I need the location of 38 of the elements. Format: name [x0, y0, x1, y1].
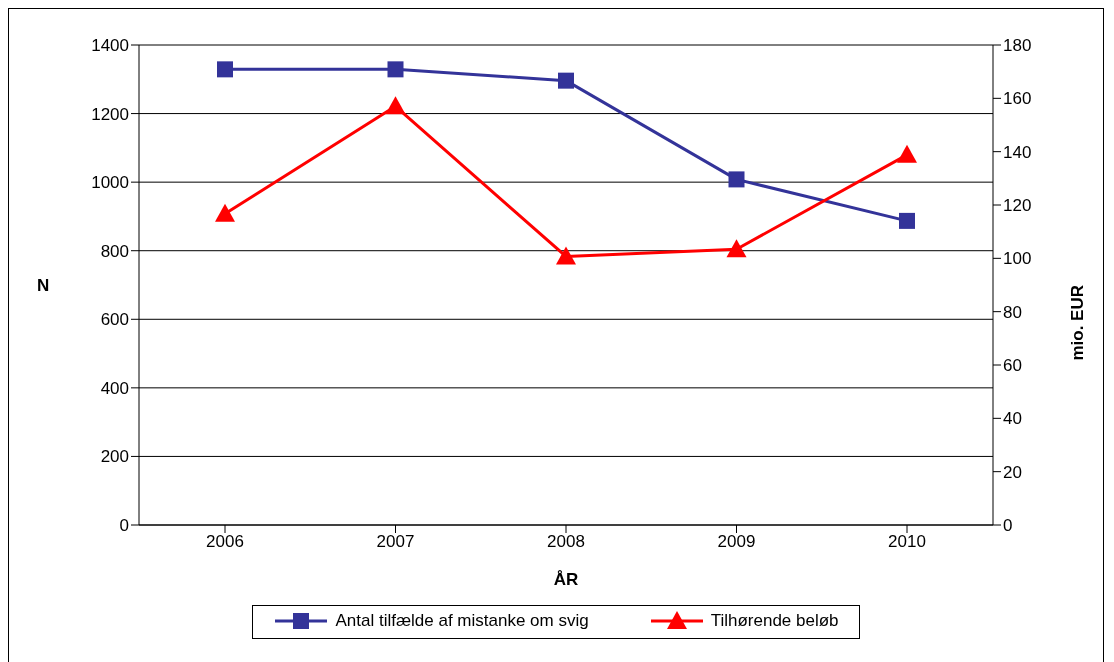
point	[728, 171, 745, 188]
x-axis-title: ÅR	[553, 570, 579, 589]
y2-tick-label: 140	[1003, 142, 1032, 162]
x-tick-label: 2010	[888, 532, 926, 552]
y-tick-label: 200	[100, 447, 129, 467]
point	[897, 144, 917, 163]
point	[387, 61, 404, 78]
point	[558, 72, 574, 89]
y-tick-label: 1400	[91, 36, 129, 56]
y2-tick-label: 60	[1003, 356, 1022, 376]
y-tick-label: 1000	[91, 173, 129, 193]
y-tick-label: 800	[100, 241, 129, 261]
point	[726, 239, 747, 258]
y2-axis-title: mio. EUR	[1068, 285, 1088, 361]
y-tick-label: 1200	[91, 104, 129, 124]
y2-tick-label: 80	[1003, 302, 1022, 322]
y2-tick-label: 0	[1003, 516, 1013, 536]
point	[215, 203, 235, 222]
point	[385, 96, 406, 115]
legend-label: Antal tilfælde af mistanke om svig	[335, 611, 589, 631]
y2-tick-label: 160	[1003, 89, 1032, 109]
x-tick-label: 2008	[547, 532, 585, 552]
x-tick-label: 2007	[376, 532, 415, 552]
point	[556, 246, 576, 265]
y-tick-label: 600	[100, 310, 129, 330]
y-tick-label: 400	[100, 378, 129, 398]
y-tick-label: 0	[119, 516, 129, 536]
legend-label: Tilhørende beløb	[710, 611, 839, 631]
point	[217, 61, 233, 78]
y2-tick-label: 100	[1003, 249, 1032, 269]
y2-tick-label: 120	[1003, 196, 1032, 216]
y2-tick-label: 40	[1003, 409, 1022, 429]
y2-tick-label: 180	[1003, 36, 1032, 56]
y2-tick-label: 20	[1003, 462, 1022, 482]
x-tick-label: 2009	[717, 532, 756, 552]
point	[899, 212, 915, 229]
y-axis-title: N	[37, 276, 50, 296]
x-tick-label: 2006	[206, 532, 244, 552]
